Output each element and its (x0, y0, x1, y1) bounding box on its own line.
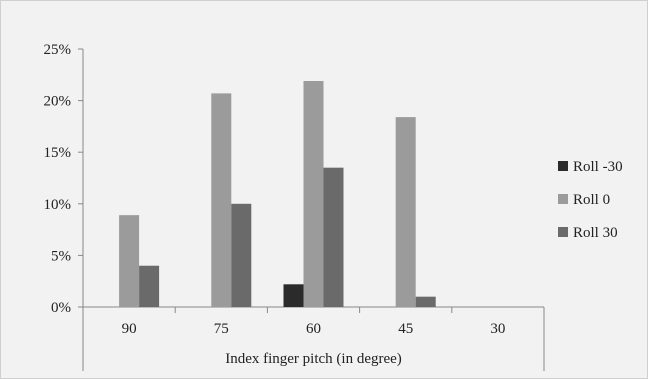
bar-roll-30-75 (231, 203, 252, 307)
legend-swatch (558, 161, 568, 171)
x-axis-title: Index finger pitch (in degree) (225, 351, 402, 367)
y-tick-label: 15% (44, 145, 72, 161)
y-tick-label: 10% (44, 197, 72, 213)
bar-group (119, 80, 436, 307)
bar-roll-0-75 (211, 93, 232, 307)
legend-swatch (558, 194, 568, 204)
x-category-label: 30 (490, 321, 505, 337)
legend: Roll -30 Roll 0 Roll 30 (558, 159, 623, 241)
legend-swatch (558, 227, 568, 237)
bar-roll-30-90 (139, 265, 160, 307)
y-tick-label: 0% (51, 300, 71, 316)
bar-roll-0-90 (119, 215, 140, 307)
x-category-label: 90 (122, 321, 137, 337)
y-tick-group: 0% 5% 10% 15% 20% 25% (44, 42, 83, 316)
x-category-label: 45 (398, 321, 413, 337)
y-tick-label: 20% (44, 94, 72, 110)
legend-label: Roll 30 (573, 225, 618, 241)
bar-roll-30-60 (323, 167, 344, 307)
legend-label: Roll 0 (573, 192, 610, 208)
y-tick-label: 25% (44, 42, 72, 58)
bar-roll-30-45 (415, 296, 436, 307)
plot-area: 0% 5% 10% 15% 20% 25% 90 75 60 45 30 (44, 42, 545, 371)
x-category-label: 75 (214, 321, 229, 337)
bar-roll-0-60 (303, 80, 324, 307)
legend-label: Roll -30 (573, 159, 623, 175)
bar-roll--30-60 (283, 284, 304, 307)
x-category-label: 60 (306, 321, 321, 337)
y-tick-label: 5% (51, 248, 71, 264)
bar-roll-0-45 (395, 117, 416, 307)
x-category-group: 90 75 60 45 30 (82, 307, 505, 337)
